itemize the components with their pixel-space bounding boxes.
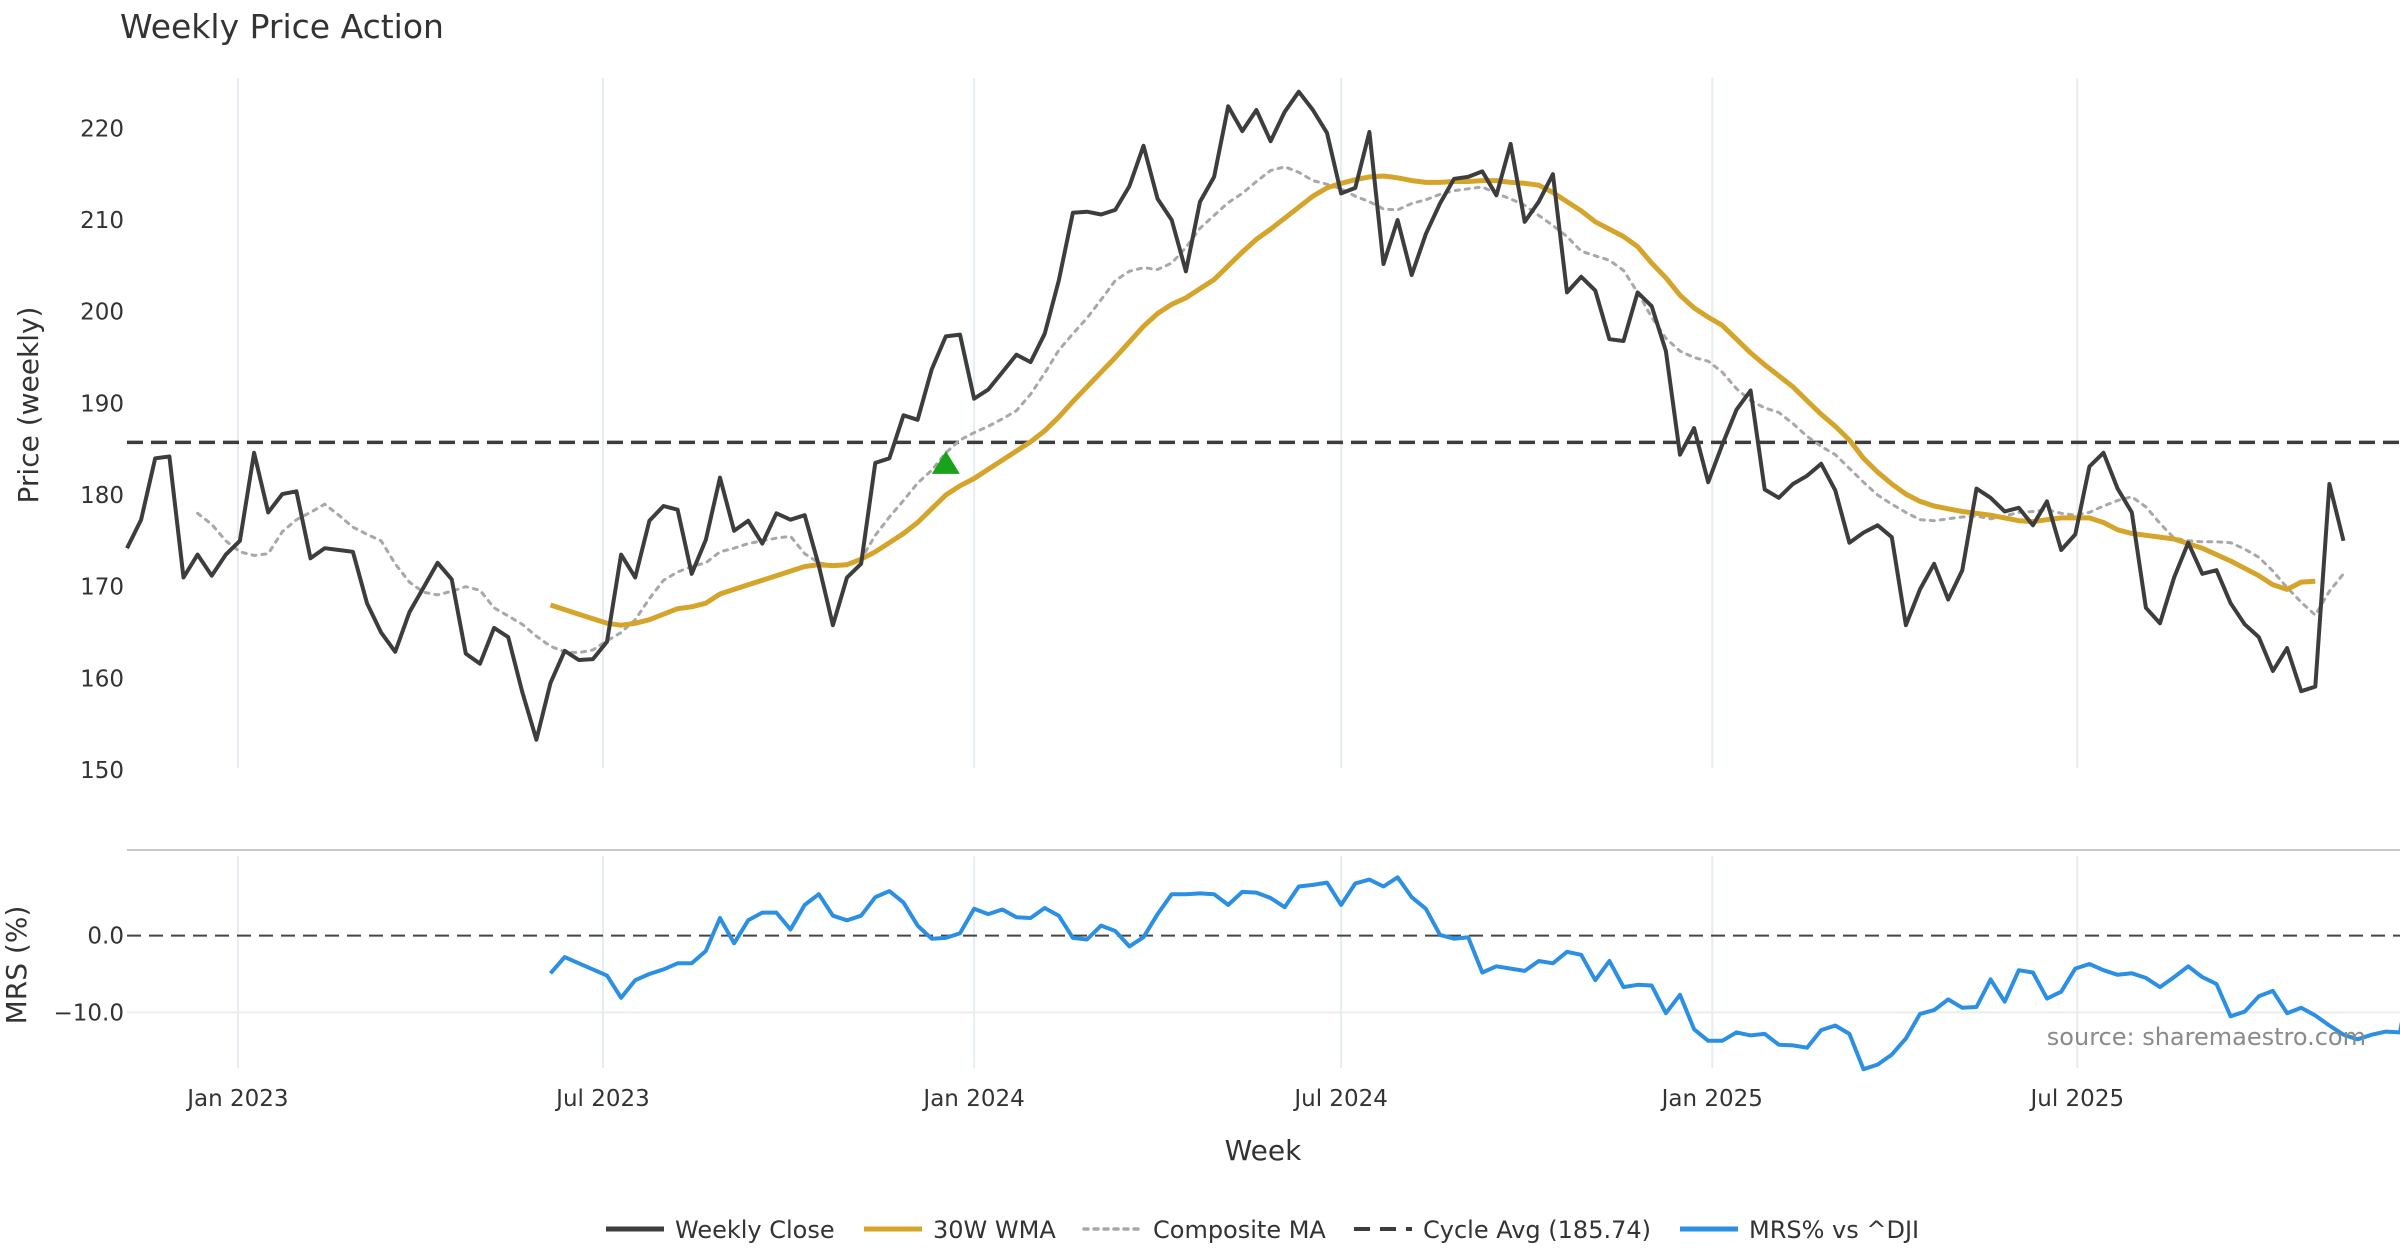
mrs-line: [548, 875, 2400, 1072]
price-y-tick-210: 210: [80, 208, 124, 234]
x-axis-title: Week: [1225, 1134, 1302, 1167]
mrs-panel: 0.0 −10.0 MRS (%) source: sharemaestro.co…: [0, 875, 2400, 1072]
composite-ma-line: [196, 165, 2345, 655]
x-tick-0: Jan 2023: [185, 1086, 288, 1112]
weekly-close-line: [125, 89, 2346, 742]
x-tick-1: Jul 2023: [554, 1086, 650, 1112]
mrs-y-axis-title: MRS (%): [0, 906, 33, 1025]
chart-title: Weekly Price Action: [120, 7, 444, 46]
price-y-tick-170: 170: [80, 575, 124, 601]
price-y-axis-title: Price (weekly): [12, 307, 45, 504]
price-y-tick-190: 190: [80, 391, 124, 417]
source-note: source: sharemaestro.com: [2047, 1023, 2366, 1051]
price-panel: 150 160 170 180 190 200 210 220 Price (weekly): [12, 89, 2346, 784]
x-tick-3: Jul 2024: [1292, 1086, 1388, 1112]
gridlines: [127, 78, 2400, 1068]
price-y-tick-180: 180: [80, 483, 124, 509]
x-tick-2: Jan 2024: [921, 1086, 1024, 1112]
legend-label-1: 30W WMA: [933, 1216, 1056, 1244]
price-y-tick-150: 150: [80, 758, 124, 784]
price-y-ticks: 150 160 170 180 190 200 210 220: [80, 116, 124, 784]
legend: Weekly Close 30W WMA Composite MA Cycle Avg…: [606, 1216, 1919, 1244]
mrs-y-ticks: 0.0 −10.0: [54, 924, 124, 1027]
x-tick-5: Jul 2025: [2028, 1086, 2124, 1112]
price-y-tick-200: 200: [80, 300, 124, 326]
buy-signal-marker: [931, 450, 960, 474]
legend-label-2: Composite MA: [1153, 1216, 1326, 1244]
legend-label-0: Weekly Close: [675, 1216, 835, 1244]
x-tick-4: Jan 2025: [1660, 1086, 1763, 1112]
reference-lines: [127, 440, 2400, 937]
price-y-tick-160: 160: [80, 666, 124, 692]
legend-label-3: Cycle Avg (185.74): [1423, 1216, 1651, 1244]
legend-label-4: MRS% vs ^DJI: [1749, 1216, 1919, 1244]
mrs-y-tick-1: −10.0: [54, 1000, 124, 1026]
x-axis-ticks: Jan 2023 Jul 2023 Jan 2024 Jul 2024 Jan 2025…: [185, 1086, 2124, 1112]
mrs-y-tick-0: 0.0: [87, 924, 124, 950]
price-y-tick-220: 220: [80, 116, 124, 142]
wma-30w-line: [549, 173, 2316, 628]
